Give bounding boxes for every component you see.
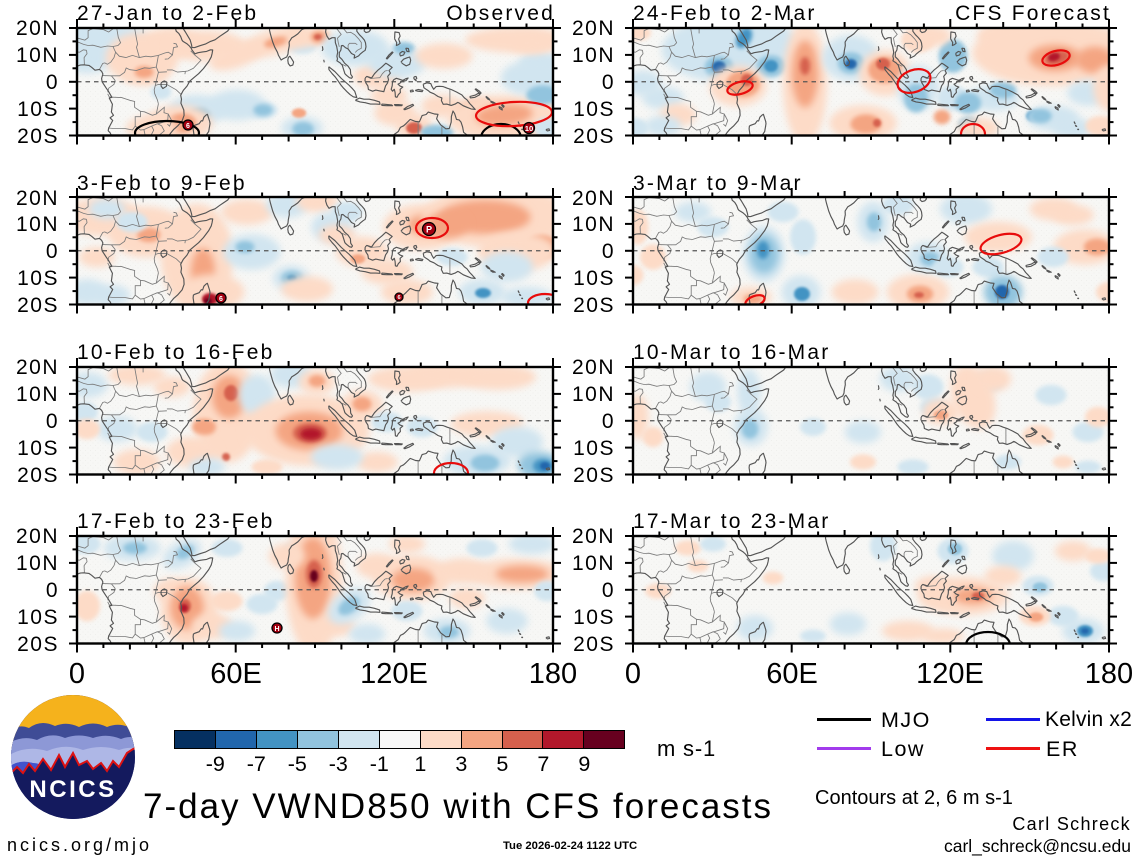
svg-text:P: P: [426, 225, 432, 235]
svg-text:H: H: [274, 626, 279, 633]
svg-text:6: 6: [186, 123, 190, 130]
svg-text:6: 6: [397, 295, 400, 301]
svg-text:6: 6: [219, 296, 223, 303]
svg-text:NCICS: NCICS: [29, 776, 116, 803]
svg-text:10: 10: [525, 124, 534, 133]
